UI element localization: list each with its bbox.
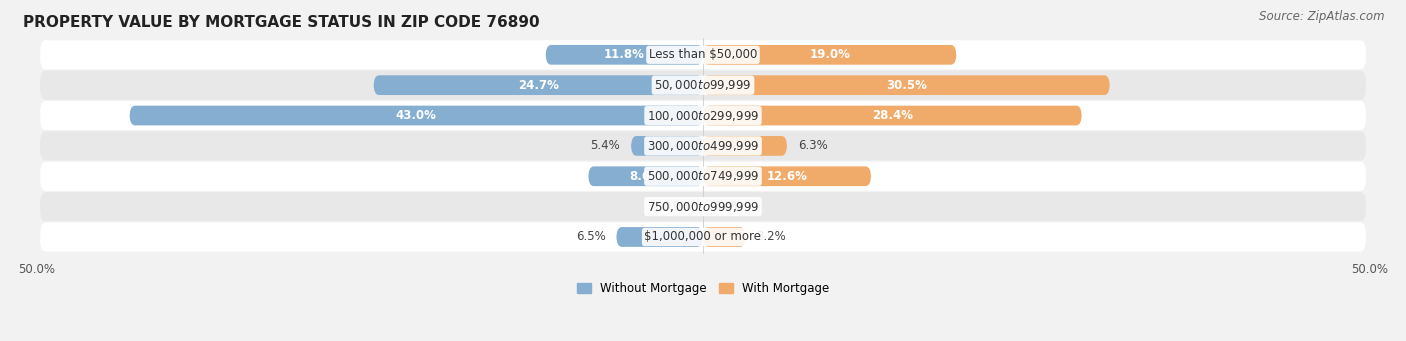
Text: 3.2%: 3.2% <box>756 231 786 243</box>
FancyBboxPatch shape <box>616 227 703 247</box>
Text: 12.6%: 12.6% <box>766 170 807 183</box>
FancyBboxPatch shape <box>703 136 787 156</box>
FancyBboxPatch shape <box>41 101 1365 130</box>
Text: 30.5%: 30.5% <box>886 79 927 92</box>
FancyBboxPatch shape <box>631 136 703 156</box>
Text: 8.6%: 8.6% <box>630 170 662 183</box>
FancyBboxPatch shape <box>546 45 703 65</box>
FancyBboxPatch shape <box>703 75 1109 95</box>
Text: 6.5%: 6.5% <box>576 231 606 243</box>
FancyBboxPatch shape <box>703 227 745 247</box>
FancyBboxPatch shape <box>129 106 703 125</box>
Text: $500,000 to $749,999: $500,000 to $749,999 <box>647 169 759 183</box>
FancyBboxPatch shape <box>41 162 1365 191</box>
Legend: Without Mortgage, With Mortgage: Without Mortgage, With Mortgage <box>576 282 830 295</box>
Text: 43.0%: 43.0% <box>396 109 437 122</box>
Text: 0.0%: 0.0% <box>714 200 744 213</box>
Text: 28.4%: 28.4% <box>872 109 912 122</box>
Text: Source: ZipAtlas.com: Source: ZipAtlas.com <box>1260 10 1385 23</box>
Text: PROPERTY VALUE BY MORTGAGE STATUS IN ZIP CODE 76890: PROPERTY VALUE BY MORTGAGE STATUS IN ZIP… <box>22 15 540 30</box>
Text: 11.8%: 11.8% <box>603 48 645 61</box>
Text: Less than $50,000: Less than $50,000 <box>648 48 758 61</box>
Text: 0.0%: 0.0% <box>662 200 692 213</box>
Text: $100,000 to $299,999: $100,000 to $299,999 <box>647 108 759 122</box>
FancyBboxPatch shape <box>703 166 872 186</box>
FancyBboxPatch shape <box>374 75 703 95</box>
Text: 5.4%: 5.4% <box>591 139 620 152</box>
Text: 6.3%: 6.3% <box>797 139 828 152</box>
FancyBboxPatch shape <box>41 131 1365 161</box>
FancyBboxPatch shape <box>41 222 1365 252</box>
Text: 24.7%: 24.7% <box>517 79 558 92</box>
FancyBboxPatch shape <box>41 71 1365 100</box>
Text: 19.0%: 19.0% <box>810 48 851 61</box>
FancyBboxPatch shape <box>41 40 1365 69</box>
FancyBboxPatch shape <box>41 192 1365 221</box>
FancyBboxPatch shape <box>703 45 956 65</box>
FancyBboxPatch shape <box>588 166 703 186</box>
Text: $750,000 to $999,999: $750,000 to $999,999 <box>647 199 759 213</box>
FancyBboxPatch shape <box>703 106 1081 125</box>
Text: $50,000 to $99,999: $50,000 to $99,999 <box>654 78 752 92</box>
Text: $300,000 to $499,999: $300,000 to $499,999 <box>647 139 759 153</box>
Text: $1,000,000 or more: $1,000,000 or more <box>644 231 762 243</box>
